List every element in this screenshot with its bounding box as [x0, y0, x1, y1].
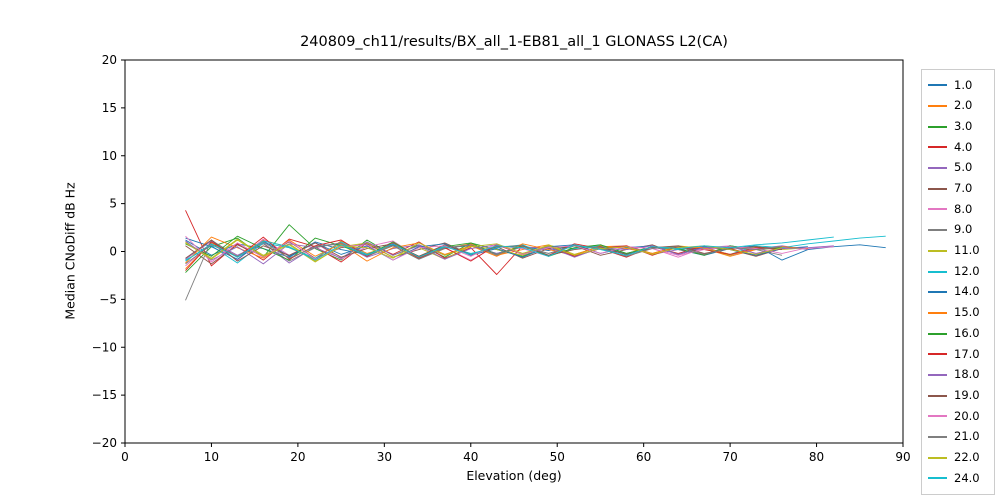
- x-tick-label: 50: [550, 450, 565, 464]
- legend: 1.0 2.0 3.0 4.0 5.0 7.0 8.0 9.0 11.0 12.0 14.0 15.0…: [921, 69, 995, 495]
- y-tick-label: 0: [109, 245, 117, 259]
- legend-item: 19.0: [928, 385, 988, 406]
- legend-line-sample: [928, 353, 947, 356]
- x-tick-label: 90: [895, 450, 910, 464]
- legend-label: 22.0: [954, 449, 980, 464]
- legend-label: 11.0: [954, 243, 980, 258]
- y-tick-label: −5: [99, 292, 117, 306]
- y-tick-label: 20: [102, 53, 117, 67]
- x-tick-label: 60: [636, 450, 651, 464]
- legend-item: 21.0: [928, 427, 988, 448]
- legend-line-sample: [928, 84, 947, 87]
- x-tick-label: 40: [463, 450, 478, 464]
- legend-line-sample: [928, 291, 947, 294]
- legend-item: 17.0: [928, 344, 988, 365]
- legend-line-sample: [928, 208, 947, 211]
- y-tick-label: 15: [102, 101, 117, 115]
- series-line-16.0: [185, 235, 783, 261]
- legend-item: 8.0: [928, 199, 988, 220]
- legend-label: 19.0: [954, 387, 980, 402]
- legend-label: 3.0: [954, 118, 973, 133]
- legend-item: 12.0: [928, 261, 988, 282]
- legend-line-sample: [928, 456, 947, 459]
- legend-label: 21.0: [954, 429, 980, 444]
- chart-title: 240809_ch11/results/BX_all_1-EB81_all_1 …: [300, 34, 728, 50]
- legend-label: 9.0: [954, 222, 973, 237]
- legend-item: 3.0: [928, 116, 988, 137]
- legend-line-sample: [928, 146, 947, 149]
- legend-label: 1.0: [954, 77, 973, 92]
- legend-label: 4.0: [954, 139, 973, 154]
- x-tick-label: 30: [377, 450, 392, 464]
- legend-label: 15.0: [954, 305, 980, 320]
- legend-line-sample: [928, 125, 947, 128]
- y-tick-label: 5: [109, 197, 117, 211]
- legend-label: 24.0: [954, 470, 980, 485]
- legend-label: 14.0: [954, 284, 980, 299]
- y-tick-label: −10: [92, 340, 117, 354]
- x-tick-label: 0: [121, 450, 129, 464]
- legend-label: 18.0: [954, 367, 980, 382]
- legend-line-sample: [928, 332, 947, 335]
- legend-label: 5.0: [954, 160, 973, 175]
- legend-label: 7.0: [954, 181, 973, 196]
- legend-item: 14.0: [928, 282, 988, 303]
- legend-item: 7.0: [928, 178, 988, 199]
- legend-item: 15.0: [928, 303, 988, 324]
- legend-label: 12.0: [954, 263, 980, 278]
- legend-line-sample: [928, 105, 947, 108]
- legend-item: 24.0: [928, 468, 988, 489]
- legend-line-sample: [928, 311, 947, 314]
- y-tick-label: 10: [102, 149, 117, 163]
- x-tick-label: 70: [722, 450, 737, 464]
- legend-line-sample: [928, 229, 947, 232]
- legend-item: 1.0: [928, 75, 988, 96]
- x-tick-label: 80: [809, 450, 824, 464]
- legend-label: 20.0: [954, 408, 980, 423]
- legend-label: 17.0: [954, 346, 980, 361]
- legend-item: 16.0: [928, 323, 988, 344]
- legend-label: 8.0: [954, 201, 973, 216]
- legend-item: 2.0: [928, 96, 988, 117]
- legend-item: 18.0: [928, 365, 988, 386]
- legend-item: 20.0: [928, 406, 988, 427]
- y-tick-label: −15: [92, 388, 117, 402]
- legend-item: 4.0: [928, 137, 988, 158]
- x-axis-label: Elevation (deg): [466, 468, 562, 483]
- y-axis-label: Median CNoDiff dB Hz: [62, 182, 78, 320]
- x-tick-label: 10: [204, 450, 219, 464]
- legend-item: 11.0: [928, 241, 988, 262]
- series-line-24.0: [185, 236, 834, 262]
- y-tick-label: −20: [92, 436, 117, 450]
- legend-line-sample: [928, 394, 947, 397]
- legend-line-sample: [928, 167, 947, 170]
- x-tick-label: 20: [290, 450, 305, 464]
- legend-label: 2.0: [954, 98, 973, 113]
- legend-item: 5.0: [928, 158, 988, 179]
- legend-item: 22.0: [928, 447, 988, 468]
- legend-line-sample: [928, 477, 947, 480]
- series-line-14.0: [185, 237, 808, 261]
- legend-line-sample: [928, 373, 947, 376]
- legend-item: 9.0: [928, 220, 988, 241]
- legend-line-sample: [928, 436, 947, 439]
- legend-line-sample: [928, 187, 947, 190]
- legend-label: 16.0: [954, 325, 980, 340]
- legend-line-sample: [928, 249, 947, 252]
- legend-line-sample: [928, 415, 947, 418]
- series-line-22.0: [185, 239, 783, 263]
- legend-line-sample: [928, 270, 947, 273]
